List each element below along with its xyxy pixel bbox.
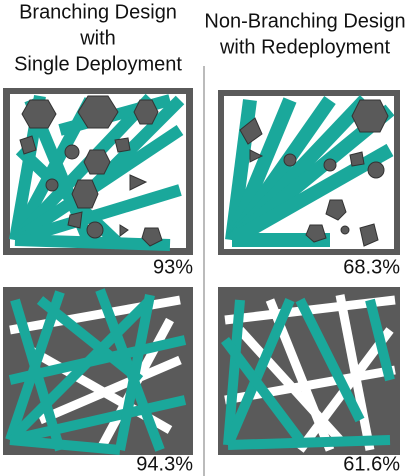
coverage-label: 61.6% [343,453,400,475]
coverage-label: 93% [153,256,193,278]
column-title: with [79,27,116,49]
column-title: Branching Design [19,1,177,23]
column-title: with Redeployment [219,36,391,58]
coverage-label: 94.3% [136,453,193,475]
column-title: Single Deployment [14,53,182,75]
panel-image [218,287,400,455]
coverage-label: 68.3% [343,256,400,278]
column-title: Non-Branching Design [204,10,405,32]
panel-image [218,90,400,255]
panel-image [3,88,193,255]
panel-image [3,287,193,455]
